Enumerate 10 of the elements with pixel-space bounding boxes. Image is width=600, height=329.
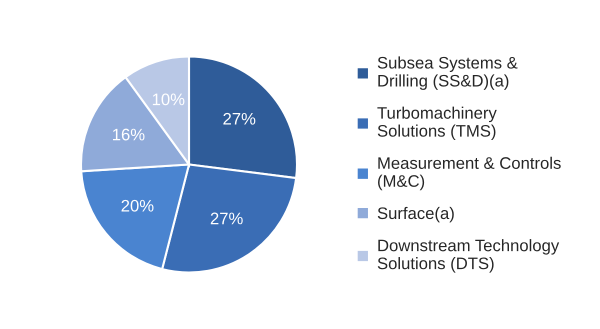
legend-label: Turbomachinery Solutions (TMS) bbox=[377, 106, 497, 140]
data-label: 10% bbox=[152, 93, 184, 106]
legend-label: Downstream Technology Solutions (DTS) bbox=[378, 239, 560, 273]
legend-label: Surface(a) bbox=[378, 206, 454, 222]
legend-label: Measurement & Controls (M&C) bbox=[378, 156, 561, 190]
data-label: 27% bbox=[223, 112, 256, 125]
legend-label: Subsea Systems & Drilling (SS&D)(a) bbox=[378, 56, 518, 90]
data-label: 27% bbox=[210, 212, 243, 224]
data-label: 16% bbox=[113, 128, 144, 140]
data-label: 20% bbox=[122, 200, 154, 212]
